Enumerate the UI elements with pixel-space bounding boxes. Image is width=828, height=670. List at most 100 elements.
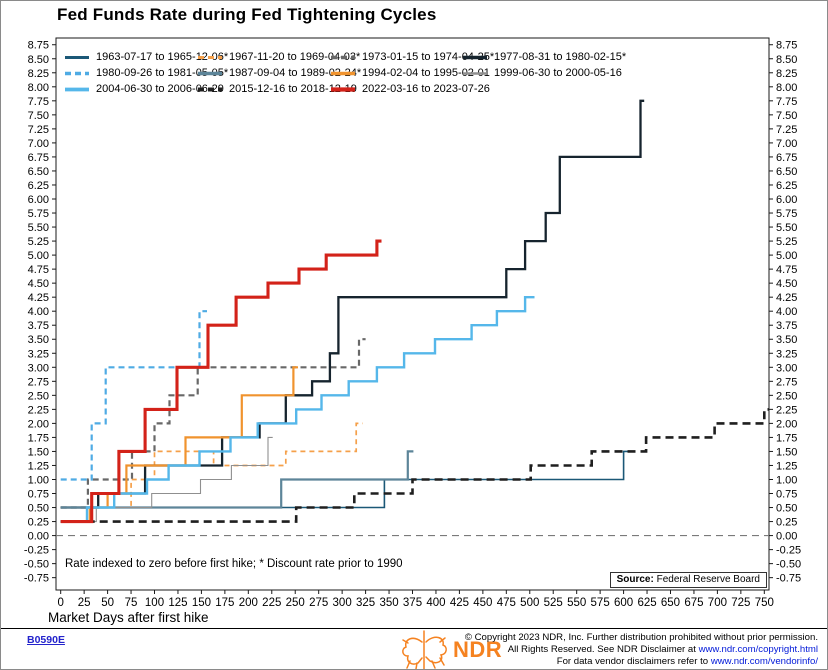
- copyright-link[interactable]: www.ndr.com/copyright.html: [698, 643, 818, 655]
- y-tick-label-right: 3.75: [776, 320, 797, 332]
- y-tick-label-left: 8.75: [28, 40, 49, 52]
- y-tick-label-left: 2.75: [28, 376, 49, 388]
- y-tick-label-right: 1.75: [776, 432, 797, 444]
- y-tick-label-left: -0.50: [24, 559, 49, 571]
- y-tick-label-right: 0.50: [776, 503, 797, 515]
- y-tick-label-right: 6.75: [776, 152, 797, 164]
- y-tick-label-right: 6.50: [776, 166, 797, 178]
- x-tick-label: 450: [473, 597, 492, 609]
- legend-label: 1967-11-20 to 1969-04-03*: [229, 51, 361, 63]
- legend-label: 2015-12-16 to 2018-12-19: [229, 83, 357, 95]
- y-tick-label-right: 2.75: [776, 376, 797, 388]
- copyright-line: © Copyright 2023 NDR, Inc. Further distr…: [465, 632, 818, 644]
- y-tick-label-right: 4.75: [776, 264, 797, 276]
- legend-item-2015: 2015-12-16 to 2018-12-19: [197, 83, 357, 95]
- legend-swatch: [463, 71, 487, 75]
- legend-label: 1994-02-04 to 1995-02-01: [362, 67, 490, 79]
- legend-swatch: [463, 55, 487, 59]
- y-tick-label-left: 8.50: [28, 54, 49, 66]
- y-tick-label-right: -0.50: [776, 559, 801, 571]
- x-tick-label: 100: [145, 597, 164, 609]
- y-tick-label-right: 1.50: [776, 446, 797, 458]
- y-tick-label-left: 7.50: [28, 110, 49, 122]
- y-tick-label-left: 7.75: [28, 96, 49, 108]
- copyright-line: For data vendor disclaimers refer to www…: [465, 656, 818, 668]
- legend-label: 1999-06-30 to 2000-05-16: [494, 67, 622, 79]
- y-tick-label-left: 4.25: [28, 292, 49, 304]
- y-tick-label-right: 1.00: [776, 474, 797, 486]
- y-tick-label-right: 7.00: [776, 138, 797, 150]
- series-line-1967: [60, 422, 363, 509]
- y-tick-label-left: 7.25: [28, 124, 49, 136]
- legend-label: 1980-09-26 to 1981-05-05*: [96, 67, 229, 79]
- legend-swatch: [331, 86, 355, 92]
- y-tick-label-left: 0.75: [28, 489, 49, 501]
- y-tick-label-right: 7.75: [776, 96, 797, 108]
- y-tick-label-left: 0.50: [28, 503, 49, 515]
- legend-swatch: [198, 71, 222, 75]
- y-tick-label-right: 7.25: [776, 124, 797, 136]
- y-tick-label-left: 1.50: [28, 446, 49, 458]
- x-tick-label: 700: [708, 597, 727, 609]
- y-tick-label-left: 4.75: [28, 264, 49, 276]
- x-tick-label: 500: [520, 597, 539, 609]
- x-tick-label: 175: [215, 597, 234, 609]
- series-line-2004: [60, 296, 535, 523]
- x-tick-label: 300: [333, 597, 352, 609]
- series-group: [60, 99, 769, 524]
- y-tick-label-left: 5.75: [28, 208, 49, 220]
- source-text: Federal Reserve Board: [656, 574, 760, 585]
- chart-annotation: Rate indexed to zero before first hike; …: [65, 558, 403, 570]
- x-tick-label: 750: [755, 597, 774, 609]
- legend-item-1994: 1994-02-04 to 1995-02-01: [330, 67, 490, 79]
- y-tick-label-left: 6.00: [28, 194, 49, 206]
- legend-item-2022: 2022-03-16 to 2023-07-26: [330, 83, 490, 95]
- copyright-text: © Copyright 2023 NDR, Inc. Further distr…: [464, 632, 818, 643]
- x-tick-label: 75: [125, 597, 138, 609]
- y-tick-label-right: 2.25: [776, 404, 797, 416]
- y-tick-label-left: 6.25: [28, 180, 49, 192]
- x-tick-label: 425: [450, 597, 469, 609]
- y-tick-label-left: 3.50: [28, 334, 49, 346]
- source-label: Source:: [616, 574, 654, 585]
- legend-item-1980: 1980-09-26 to 1981-05-05*: [64, 67, 228, 79]
- y-tick-label-right: 7.50: [776, 110, 797, 122]
- legend-label: 1963-07-17 to 1965-12-06*: [96, 51, 229, 63]
- y-tick-label-right: 0.75: [776, 489, 797, 501]
- y-tick-label-right: 6.25: [776, 180, 797, 192]
- legend-swatch: [198, 87, 222, 91]
- x-tick-label: 0: [57, 597, 63, 609]
- y-tick-label-right: 0.00: [776, 531, 797, 543]
- legend-item-1967: 1967-11-20 to 1969-04-03*: [197, 51, 360, 63]
- series-line-2022: [60, 239, 382, 524]
- y-tick-label-left: 8.25: [28, 68, 49, 80]
- y-tick-label-left: 5.50: [28, 222, 49, 234]
- chart-id-link[interactable]: B0590E: [27, 634, 65, 646]
- y-tick-label-right: 4.25: [776, 292, 797, 304]
- x-tick-label: 725: [731, 597, 750, 609]
- x-tick-label: 225: [262, 597, 281, 609]
- legend-item-1973: 1973-01-15 to 1974-04-25*: [330, 51, 494, 63]
- y-tick-label-left: -0.25: [24, 545, 49, 557]
- copyright-link[interactable]: www.ndr.com/vendorinfo/: [710, 655, 818, 667]
- y-tick-label-right: 5.00: [776, 250, 797, 262]
- x-tick-label: 600: [614, 597, 633, 609]
- x-tick-label: 525: [544, 597, 563, 609]
- y-tick-label-left: 2.00: [28, 418, 49, 430]
- legend-swatch: [198, 55, 222, 59]
- legend-label: 1977-08-31 to 1980-02-15*: [494, 51, 627, 63]
- legend-item-1963: 1963-07-17 to 1965-12-06*: [64, 51, 228, 63]
- y-tick-label-right: 5.75: [776, 208, 797, 220]
- y-tick-label-right: 4.50: [776, 278, 797, 290]
- x-tick-label: 675: [684, 597, 703, 609]
- y-tick-label-right: -0.25: [776, 545, 801, 557]
- legend-swatch: [331, 71, 355, 75]
- y-tick-label-left: 6.75: [28, 152, 49, 164]
- copyright-text: For data vendor disclaimers refer to: [556, 655, 711, 667]
- y-tick-label-right: -0.75: [776, 573, 801, 585]
- legend-item-1977: 1977-08-31 to 1980-02-15*: [462, 51, 626, 63]
- y-tick-label-right: 2.00: [776, 418, 797, 430]
- page-title: Fed Funds Rate during Fed Tightening Cyc…: [57, 5, 437, 24]
- copyright-block: © Copyright 2023 NDR, Inc. Further distr…: [465, 632, 818, 667]
